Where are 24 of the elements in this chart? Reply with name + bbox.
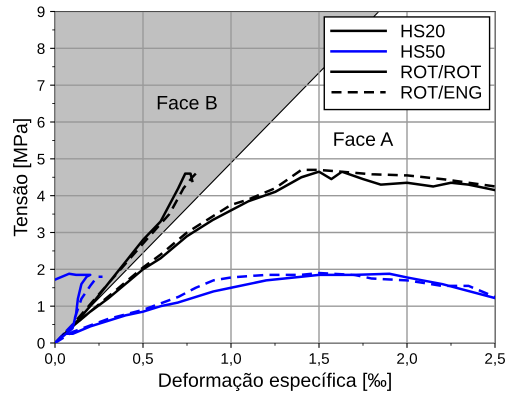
x-tick-label: 0,0 <box>44 353 66 366</box>
legend-label: HS50 <box>402 45 445 58</box>
x-axis-title: Deformação específica [‰] <box>159 372 391 391</box>
x-tick-label: 1,0 <box>222 353 242 366</box>
x-tick-label: 2,0 <box>397 353 418 366</box>
legend-label: ROT/ROT <box>402 65 481 78</box>
annotation: Face A <box>334 132 394 146</box>
y-tick-label: 8 <box>37 43 45 54</box>
x-tick-label: 0,5 <box>132 353 153 366</box>
y-tick-label: 0 <box>37 338 45 349</box>
y-tick-label: 1 <box>38 301 45 312</box>
y-axis-title: Tensão [MPa] <box>13 119 32 236</box>
x-tick-label: 2,5 <box>485 353 505 366</box>
y-tick-label: 7 <box>38 80 45 91</box>
y-tick-label: 4 <box>37 190 45 202</box>
y-tick-label: 9 <box>38 6 45 18</box>
y-tick-label: 6 <box>38 116 45 128</box>
x-tick-label: 1,5 <box>310 353 329 366</box>
legend-label: ROT/ENG <box>402 85 482 99</box>
legend-label: HS20 <box>402 24 445 38</box>
annotation: Face B <box>158 96 217 110</box>
y-tick-label: 3 <box>37 227 45 238</box>
y-tick-label: 2 <box>38 264 45 275</box>
y-tick-label: 5 <box>37 154 45 165</box>
